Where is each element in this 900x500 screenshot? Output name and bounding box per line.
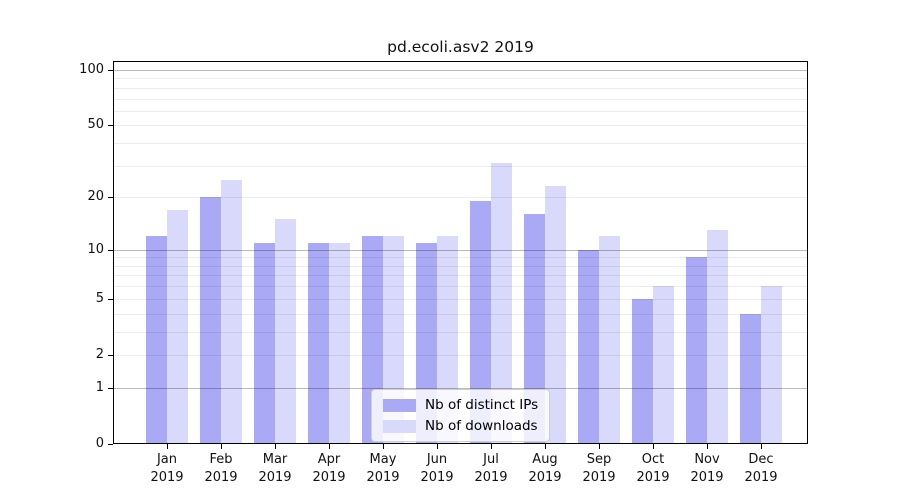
bar-downloads-jan <box>167 209 188 444</box>
x-tick-label-may: May 2019 <box>366 452 400 485</box>
gridline-50 <box>113 125 808 126</box>
x-tick-label-dec: Dec 2019 <box>744 452 778 485</box>
x-tick-label-apr: Apr 2019 <box>312 452 346 485</box>
x-tick-label-jan: Jan 2019 <box>150 452 184 485</box>
y-tick-50 <box>108 125 113 126</box>
x-tick-aug <box>545 444 546 449</box>
bar-downloads-oct <box>653 286 674 444</box>
y-tick-5 <box>108 299 113 300</box>
x-tick-label-feb: Feb 2019 <box>204 452 238 485</box>
gridline-3 <box>113 332 808 333</box>
y-tick-label-20: 20 <box>87 189 104 205</box>
y-tick-0 <box>108 444 113 445</box>
y-tick-label-0: 0 <box>95 436 104 451</box>
y-tick-label-2: 2 <box>95 346 104 362</box>
y-tick-100 <box>108 70 113 71</box>
y-tick-10 <box>108 250 113 251</box>
y-tick-2 <box>108 355 113 356</box>
bar-ips-dec <box>740 313 761 444</box>
x-tick-label-jul: Jul 2019 <box>474 452 508 485</box>
y-tick-1 <box>108 388 113 389</box>
gridline-4 <box>113 314 808 315</box>
gridline-7 <box>113 275 808 276</box>
gridline-8 <box>113 266 808 267</box>
y-tick-20 <box>108 197 113 198</box>
gridline-60 <box>113 111 808 112</box>
bar-ips-jul <box>470 201 491 444</box>
x-tick-may <box>383 444 384 449</box>
legend: Nb of distinct IPs Nb of downloads <box>371 389 551 442</box>
x-tick-nov <box>707 444 708 449</box>
bar-downloads-apr <box>329 242 350 444</box>
x-tick-label-aug: Aug 2019 <box>528 452 562 485</box>
chart-title: pd.ecoli.asv2 2019 <box>387 38 534 56</box>
x-tick-mar <box>275 444 276 449</box>
gridline-70 <box>113 99 808 100</box>
bar-ips-feb <box>200 197 221 444</box>
gridline-9 <box>113 257 808 258</box>
x-tick-oct <box>653 444 654 449</box>
gridline-6 <box>113 286 808 287</box>
grid-layer <box>113 61 808 444</box>
gridline-1 <box>113 388 808 389</box>
y-tick-label-1: 1 <box>95 379 104 395</box>
x-tick-label-oct: Oct 2019 <box>636 452 670 485</box>
legend-swatch-icon <box>383 398 416 412</box>
gridline-10 <box>113 250 808 251</box>
gridline-5 <box>113 299 808 300</box>
gridline-90 <box>113 78 808 79</box>
bar-ips-aug <box>524 214 545 444</box>
bar-downloads-aug <box>545 186 566 444</box>
gridline-100 <box>113 70 808 71</box>
x-tick-dec <box>761 444 762 449</box>
legend-item-distinct-ips: Nb of distinct IPs <box>383 397 538 413</box>
x-tick-jun <box>437 444 438 449</box>
gridline-30 <box>113 166 808 167</box>
x-tick-label-sep: Sep 2019 <box>582 452 616 485</box>
x-tick-jan <box>167 444 168 449</box>
legend-swatch-icon <box>383 419 416 433</box>
bars-layer <box>113 61 808 444</box>
gridline-2 <box>113 355 808 356</box>
bar-ips-apr <box>308 242 329 444</box>
bar-ips-jan <box>146 236 167 444</box>
x-tick-sep <box>599 444 600 449</box>
y-tick-label-5: 5 <box>95 290 104 306</box>
bar-downloads-feb <box>221 179 242 444</box>
bar-downloads-dec <box>761 286 782 444</box>
bar-ips-mar <box>254 242 275 444</box>
y-tick-label-50: 50 <box>87 117 104 133</box>
legend-item-downloads: Nb of downloads <box>383 418 538 434</box>
gridline-20 <box>113 197 808 198</box>
legend-label-downloads: Nb of downloads <box>425 418 538 434</box>
y-tick-label-10: 10 <box>87 241 104 257</box>
legend-label-distinct-ips: Nb of distinct IPs <box>425 397 539 413</box>
bar-downloads-mar <box>275 219 296 444</box>
x-tick-label-mar: Mar 2019 <box>258 452 292 485</box>
x-tick-feb <box>221 444 222 449</box>
bar-downloads-jul <box>491 163 512 444</box>
x-tick-label-nov: Nov 2019 <box>690 452 724 485</box>
bar-downloads-nov <box>707 230 728 444</box>
bar-downloads-sep <box>599 236 620 444</box>
bar-ips-nov <box>686 257 707 444</box>
x-tick-label-jun: Jun 2019 <box>420 452 454 485</box>
gridline-80 <box>113 88 808 89</box>
x-tick-jul <box>491 444 492 449</box>
bar-ips-sep <box>578 249 599 444</box>
plot-area: Nb of distinct IPs Nb of downloads <box>113 61 808 444</box>
y-tick-label-100: 100 <box>79 62 104 77</box>
x-tick-apr <box>329 444 330 449</box>
bar-ips-oct <box>632 298 653 444</box>
gridline-40 <box>113 143 808 144</box>
